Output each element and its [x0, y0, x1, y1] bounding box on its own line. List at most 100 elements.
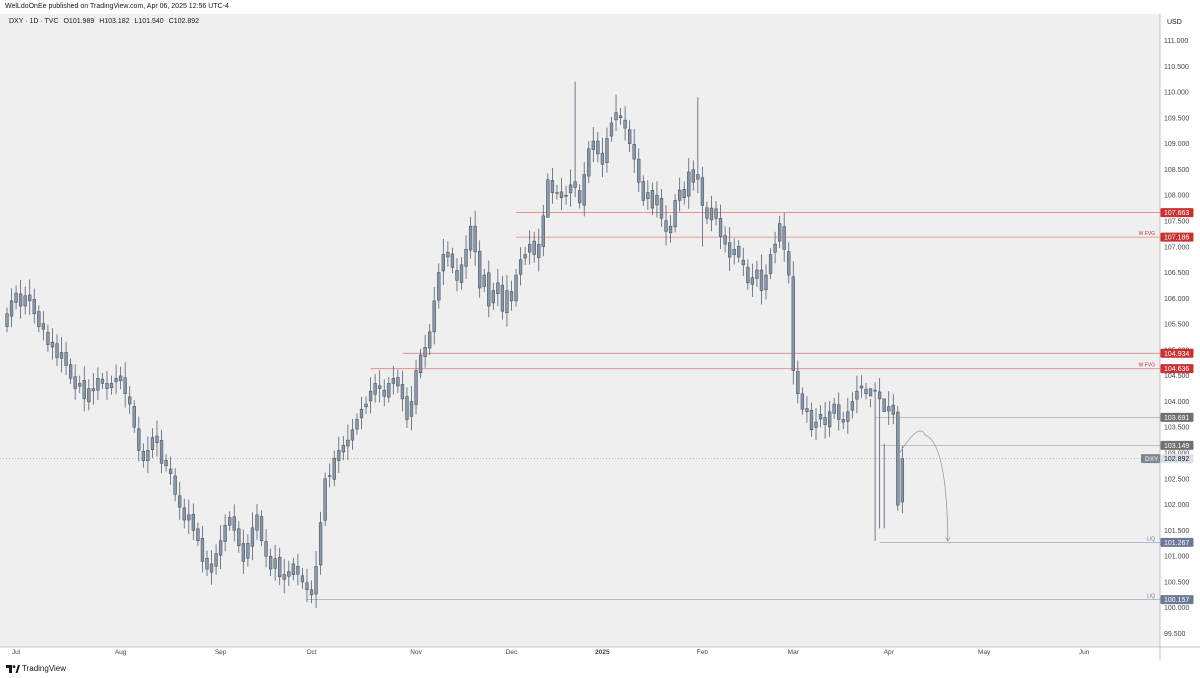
candle-body: [78, 383, 82, 387]
level-104-636-badge-label: 104.636: [1164, 366, 1189, 373]
candle-body: [82, 380, 86, 400]
candle-body: [673, 200, 677, 228]
candle-body: [268, 555, 273, 570]
candle-body: [668, 225, 673, 234]
candle-body: [414, 370, 418, 405]
candle-body: [882, 398, 886, 413]
candle-body: [550, 180, 555, 193]
candle-body: [37, 311, 41, 327]
y-tick-label: 100.500: [1164, 579, 1189, 586]
candle-body: [596, 140, 600, 155]
candle-body: [891, 404, 895, 415]
candle-body: [14, 292, 18, 303]
candle-body: [482, 274, 486, 287]
candle-body: [205, 557, 209, 570]
candle-body: [768, 254, 773, 274]
candle-body: [418, 354, 423, 374]
candle-body: [518, 259, 523, 275]
candle-body: [868, 388, 873, 397]
x-tick-label: Aug: [115, 649, 127, 656]
candle-body: [309, 589, 314, 596]
candle-body: [91, 388, 96, 392]
candle-body: [618, 115, 623, 119]
candle-body: [55, 343, 59, 358]
y-tick-label: 111.000: [1164, 38, 1188, 45]
level-100-157-badge: [1160, 595, 1194, 605]
candle-body: [573, 181, 577, 188]
candle-body: [591, 140, 595, 150]
level-107-186-badge-label: 107.186: [1164, 235, 1189, 242]
level-100-157-note: LIQ: [1147, 594, 1155, 600]
candle-body: [796, 371, 800, 394]
open-value: O101.989: [63, 18, 95, 25]
candle-body: [846, 411, 850, 422]
level-107-186-badge: [1160, 232, 1194, 242]
candle-body: [282, 574, 286, 580]
candle-body: [405, 396, 409, 420]
candle-body: [446, 251, 450, 258]
candle-body: [491, 290, 495, 304]
candle-body: [41, 323, 46, 330]
candle-body: [705, 207, 709, 219]
candle-body: [832, 403, 836, 414]
candle-body: [746, 266, 750, 284]
candle-body: [887, 406, 891, 412]
level-107-663-badge: [1160, 208, 1194, 218]
candle-body: [409, 401, 414, 417]
x-tick-label: Mar: [788, 649, 800, 656]
candle-body: [337, 450, 341, 461]
candle-body: [164, 460, 168, 467]
candle-body: [141, 450, 145, 462]
candle-body: [368, 390, 373, 402]
candle-body: [791, 276, 795, 371]
candle-body: [646, 192, 650, 200]
y-tick-label: 102.000: [1164, 502, 1189, 509]
level-100-157-badge-label: 100.157: [1164, 597, 1189, 604]
candle-body: [9, 300, 14, 317]
candle-body: [837, 404, 841, 420]
candle-body: [564, 194, 568, 197]
y-tick-label: 103.000: [1164, 451, 1189, 458]
candle-body: [755, 269, 759, 279]
candle-body: [168, 468, 173, 474]
candle-body: [318, 522, 323, 566]
candle-body: [428, 331, 432, 349]
candle-body: [64, 352, 68, 366]
candle-body: [5, 313, 9, 327]
low-value: L101.540: [134, 18, 164, 25]
candle-body: [578, 190, 582, 204]
candle-body: [87, 388, 91, 403]
candle-body: [328, 475, 332, 477]
y-tick-label: 104.500: [1164, 373, 1189, 380]
candle-body: [496, 282, 500, 294]
candle-body: [478, 250, 482, 289]
chart-area[interactable]: USD 111.000 110.500 110.000 109.500 109.000 10…: [0, 14, 1200, 660]
candle-body: [132, 406, 136, 428]
y-tick-label: 106.000: [1164, 296, 1189, 303]
candle-body: [259, 516, 264, 541]
candle-body: [291, 563, 295, 575]
symbol-legend: DXY · 1D · TVC O101.989 H103.182 L101.54…: [9, 18, 202, 25]
x-tick-label: Oct: [306, 649, 316, 656]
footer-bar: TradingView: [0, 660, 1200, 678]
level-101-267-badge-label: 101.267: [1164, 540, 1189, 547]
y-tick-label: 106.500: [1164, 270, 1189, 277]
candle-body: [764, 274, 768, 291]
candle-body: [632, 144, 636, 160]
price-chart[interactable]: USD 111.000 110.500 110.000 109.500 109.000 10…: [0, 14, 1200, 660]
level-103-691-badge: [1160, 412, 1194, 422]
candle-body: [541, 215, 545, 247]
candle-body: [264, 541, 268, 557]
candle-body: [823, 417, 827, 425]
candle-body: [509, 291, 514, 302]
level-104-636-note: W FVG: [1139, 363, 1155, 369]
candle-body: [100, 378, 105, 384]
y-tick-label: 110.500: [1164, 64, 1189, 71]
candle-body: [468, 225, 473, 251]
candle-body: [459, 264, 464, 283]
candle-body: [173, 475, 177, 495]
candle-body: [568, 184, 573, 194]
last-price-symbol-badge: [1141, 454, 1160, 464]
close-value: C102.892: [168, 18, 200, 25]
level-104-636-badge: [1160, 364, 1194, 374]
